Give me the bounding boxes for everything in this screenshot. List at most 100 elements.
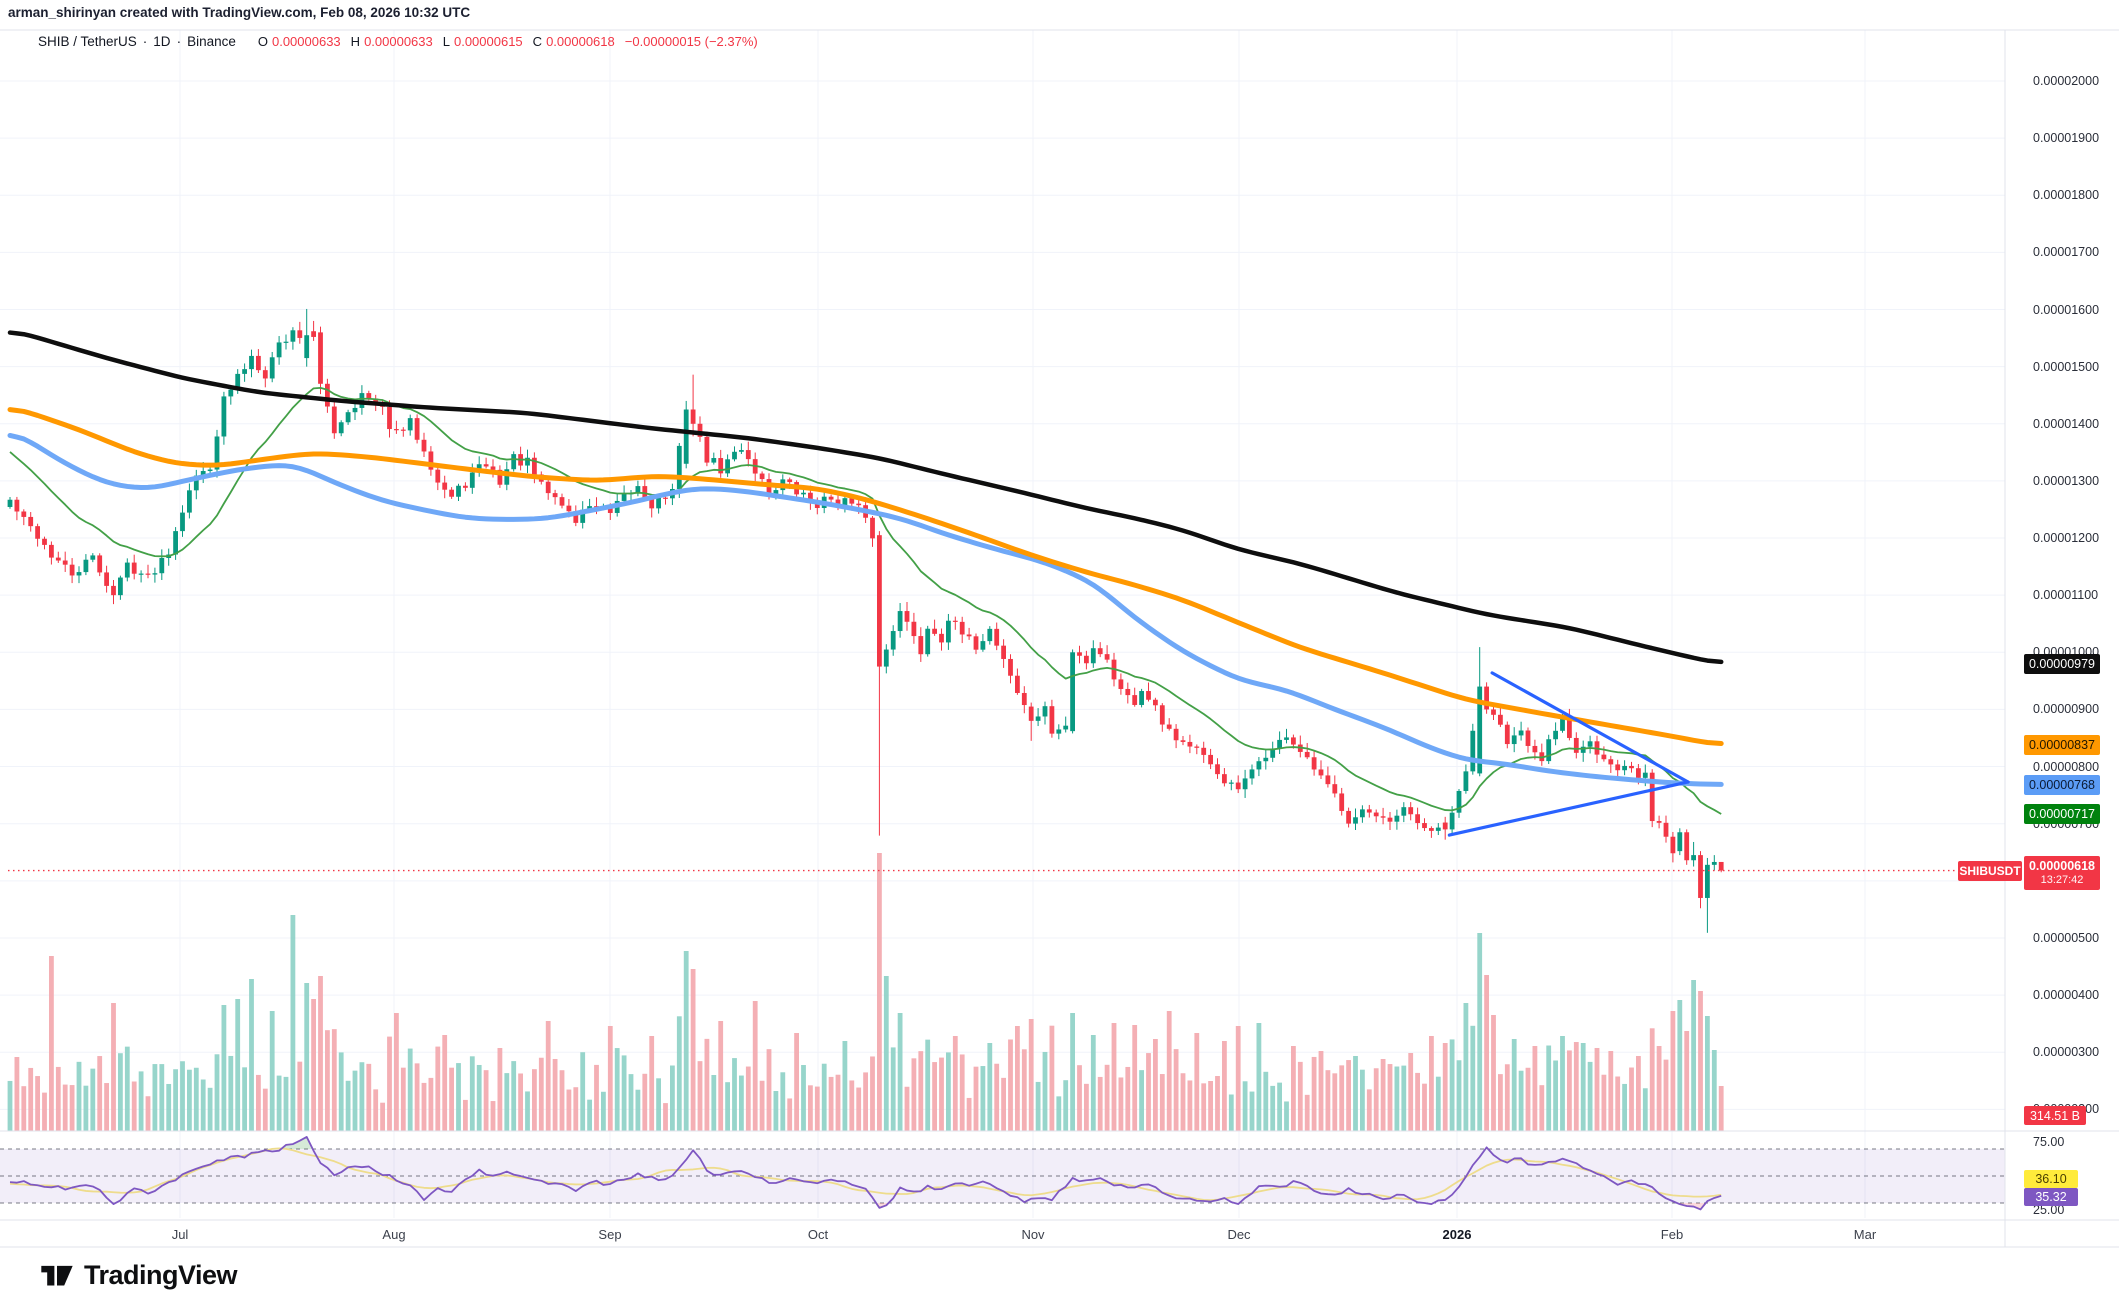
price-axis-tick: 0.00001600 [2033, 302, 2100, 317]
price-axis-tick: 0.00001300 [2033, 473, 2100, 488]
volume-bar [1222, 1041, 1227, 1131]
volume-bar [1028, 1019, 1034, 1131]
volume-bar [1525, 1067, 1531, 1131]
volume-bar [1111, 1023, 1117, 1131]
volume-bar [111, 1003, 116, 1131]
volume-bar [435, 1046, 441, 1131]
volume-bar [1573, 1042, 1579, 1131]
volume-bar [1325, 1070, 1331, 1131]
candle-body [1573, 737, 1579, 753]
grid-lines [0, 30, 2005, 1218]
candle-body [111, 585, 116, 596]
volume-bar [877, 853, 882, 1131]
price-axis-tick: 0.00000500 [2033, 930, 2100, 945]
volume-bar [1560, 1036, 1565, 1131]
low-label: L [442, 34, 450, 49]
candle-body [1125, 688, 1131, 696]
volume-bar [118, 1053, 123, 1131]
candle-body [14, 499, 20, 512]
symbol-exchange: Binance [187, 34, 236, 49]
candle-body [1449, 812, 1455, 830]
candle-body [897, 611, 903, 632]
volume-bar [331, 1029, 337, 1131]
volume-bar [518, 1073, 523, 1131]
candle-body [683, 409, 689, 464]
candle-body [690, 409, 696, 424]
candle-body [435, 469, 441, 483]
candle-body [1670, 836, 1676, 854]
candle-body [849, 498, 855, 504]
candle-body [42, 538, 47, 545]
candle-body [463, 485, 468, 488]
volume-bar [621, 1055, 627, 1131]
candle-body [1401, 807, 1407, 816]
candle-body [828, 496, 834, 500]
candle-body [352, 407, 358, 413]
candle-body [1387, 817, 1393, 822]
price-axis-tick: 0.00001700 [2033, 245, 2100, 260]
volume-bar [1311, 1056, 1317, 1131]
volume-bar [173, 1069, 178, 1131]
price-axis-tick: 0.00000900 [2033, 702, 2100, 717]
candle-body [1498, 714, 1503, 725]
volume-bar [1008, 1039, 1013, 1131]
volume-bar [1484, 975, 1489, 1131]
volume-bar [663, 1103, 668, 1131]
volume-bar [987, 1043, 993, 1131]
candle-body [262, 370, 268, 379]
volume-bar [1228, 1094, 1234, 1131]
volume-bar [1691, 980, 1696, 1131]
volume-bar [1291, 1046, 1296, 1131]
volume-bar [55, 1066, 61, 1131]
watermark-text: arman_shirinyan created with TradingView… [8, 5, 471, 20]
candle-body [214, 436, 220, 470]
candle-body [739, 450, 744, 452]
candle-body [552, 493, 558, 498]
volume-bar [138, 1071, 144, 1131]
volume-bar [925, 1039, 931, 1131]
volume-bar [490, 1101, 496, 1131]
ema-line[interactable] [9, 387, 1722, 815]
bar-close-countdown: 13:27:42 [2040, 873, 2084, 886]
volume-bar [1256, 1023, 1262, 1131]
trendline-descending-resistance[interactable] [1490, 671, 1690, 784]
symbol-interval[interactable]: 1D [153, 34, 171, 49]
candle-body [1636, 768, 1641, 778]
candle-body [1711, 861, 1717, 865]
candle-body [621, 493, 627, 501]
candle-body [152, 573, 158, 575]
time-axis-label-Dec: Dec [1227, 1227, 1251, 1242]
candle-body [1090, 648, 1096, 664]
volume-bar [1636, 1056, 1641, 1131]
symbol-title[interactable]: SHIB / TetherUS · 1D · Binance [38, 34, 236, 49]
candle-body [256, 355, 261, 371]
tradingview-logo[interactable]: TradingView [40, 1258, 238, 1292]
volume-bar [1187, 1080, 1193, 1131]
volume-bar [814, 1086, 820, 1131]
volume-bar [1001, 1077, 1006, 1131]
volume-bar [718, 1021, 724, 1131]
volume-bar [635, 1089, 641, 1131]
volume-bar [890, 1047, 896, 1131]
volume-bar [504, 1073, 510, 1131]
volume-bar [1194, 1033, 1200, 1131]
tradingview-logo-icon [41, 1265, 73, 1286]
volume-bar [1642, 1088, 1648, 1131]
volume-bar [911, 1058, 917, 1131]
volume-bar [1649, 1028, 1655, 1131]
candle-body [1511, 735, 1517, 745]
candle-body [1422, 823, 1427, 829]
volume-bar [1339, 1065, 1345, 1131]
volume-bar [1125, 1066, 1131, 1131]
candle-body [69, 564, 75, 576]
volume-bar [318, 976, 323, 1131]
rsi-line[interactable] [9, 1135, 1722, 1211]
trendline-ascending-support[interactable] [1447, 780, 1690, 837]
volume-bar [614, 1048, 620, 1131]
high-label: H [350, 34, 361, 49]
time-axis-label-Mar: Mar [1853, 1227, 1877, 1242]
volume-bar [1615, 1076, 1621, 1131]
ohlc-readout: O 0.00000633 H 0.00000633 L 0.00000615 C… [258, 34, 764, 49]
candle-body [759, 473, 765, 480]
